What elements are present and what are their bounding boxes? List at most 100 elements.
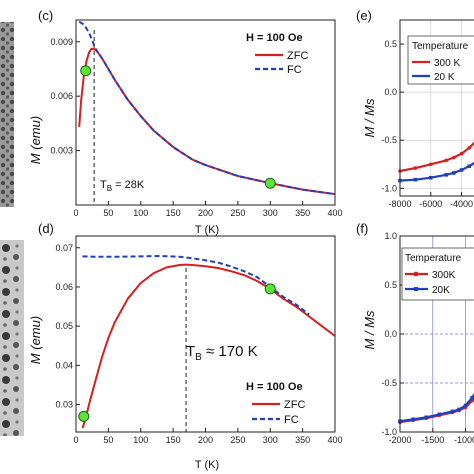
y-tick-label: 0.0	[384, 87, 397, 97]
y-tick-label: -0.5	[381, 378, 397, 388]
highlight-marker	[264, 283, 276, 295]
x-tick-label: 400	[327, 435, 342, 445]
data-point	[463, 403, 468, 408]
panel-d-annotation: H = 100 Oe	[246, 381, 303, 393]
y-tick-label: 0.009	[50, 37, 73, 47]
y-tick-label: 0.5	[384, 39, 397, 49]
panel-e-label: (e)	[356, 8, 372, 23]
panel-c: (c) M (emu) T (K) TB = 28K 0 50 100 150 200 2…	[28, 8, 343, 236]
data-point	[413, 166, 418, 170]
panel-f-label: (f)	[356, 221, 368, 236]
panel-c-ylabel: M (emu)	[28, 116, 43, 164]
x-tick-label: 150	[166, 208, 181, 218]
panel-e-ylabel: M / Ms	[362, 98, 377, 137]
panel-c-frame	[75, 19, 336, 206]
data-point	[452, 155, 456, 160]
y-tick-label: -0.5	[381, 135, 397, 145]
data-point	[467, 146, 472, 150]
legend-marker-20k-f	[414, 287, 418, 291]
data-point	[411, 417, 415, 422]
x-tick-label: 400	[327, 208, 342, 218]
highlight-marker	[78, 410, 90, 422]
data-point	[444, 173, 448, 177]
legend-label-20k-f: 20K	[432, 285, 450, 296]
y-tick-label: 0.03	[55, 400, 73, 410]
data-point	[459, 168, 464, 172]
panel-f-legend-title: Temperature	[405, 253, 462, 264]
data-point	[470, 395, 474, 400]
y-tick-label: 0.05	[55, 321, 73, 331]
data-point	[424, 415, 429, 420]
legend-label-fc: FC	[287, 64, 302, 76]
x-tick-label: -6000	[419, 199, 442, 209]
data-point	[428, 162, 433, 167]
y-tick-label: 0.5	[384, 280, 397, 290]
data-point	[450, 409, 455, 414]
y-tick-label: -1.0	[381, 427, 397, 437]
x-tick-label: 100	[133, 208, 148, 218]
panel-c-xlabel: T (K)	[195, 224, 219, 236]
y-tick-label: 0.003	[50, 146, 73, 156]
x-tick-label: 300	[263, 208, 278, 218]
panel-d-tb-label: TB ≈ 170 K	[186, 343, 258, 363]
panel-d-label: (d)	[38, 221, 54, 236]
panel-c-legend: ZFC FC	[255, 50, 308, 76]
x-tick-label: -4000	[450, 199, 473, 209]
panel-c-tb-label: TB = 28K	[100, 179, 145, 193]
y-tick-label: 0.06	[55, 282, 73, 292]
series-line-fc	[82, 255, 310, 316]
panel-e: (e) M / Ms -8000 -6000 -4000 -1.0 -0.5 0.0 0.5…	[356, 8, 474, 209]
panel-e-legend: Temperature 300 K 20 K	[407, 35, 474, 85]
x-tick-label: 0	[73, 435, 78, 445]
series-line-300-k	[399, 141, 474, 173]
highlight-marker	[264, 177, 276, 189]
legend-label-300k-f: 300K	[432, 270, 456, 281]
x-tick-label: -1000	[454, 435, 474, 445]
data-point	[467, 164, 472, 168]
data-point	[459, 151, 464, 156]
panel-f: (f) M / Ms -2000 -1500 -1000 -1.0 -0.5 0.0 0.5…	[356, 221, 474, 445]
legend-label-300k: 300 K	[434, 58, 460, 69]
x-tick-label: -1500	[421, 435, 444, 445]
y-tick-label: -1.0	[381, 183, 397, 193]
x-tick-label: 350	[295, 208, 310, 218]
data-point	[457, 407, 461, 412]
data-point	[413, 177, 418, 182]
x-tick-label: 250	[230, 208, 245, 218]
legend-label-fc-d: FC	[284, 414, 299, 426]
series-line-fc	[78, 20, 336, 196]
data-point	[452, 171, 456, 175]
panel-c-annotation: H = 100 Oe	[246, 32, 303, 44]
x-tick-label: 0	[73, 208, 78, 218]
y-tick-label: 0.07	[55, 243, 73, 253]
x-tick-label: 250	[230, 435, 245, 445]
panel-e-frame	[399, 19, 474, 197]
x-tick-label: 150	[166, 435, 181, 445]
panel-d-legend: ZFC FC	[252, 399, 305, 426]
x-tick-label: 200	[198, 435, 213, 445]
panel-c-label: (c)	[38, 8, 53, 23]
data-point	[437, 412, 442, 417]
panel-f-legend: Temperature 300K 20K	[401, 247, 474, 301]
x-tick-label: -2000	[388, 435, 411, 445]
x-tick-label: 350	[295, 435, 310, 445]
x-tick-label: 50	[103, 208, 113, 218]
y-tick-label: 0.04	[55, 360, 73, 370]
x-tick-label: -8000	[388, 199, 411, 209]
panel-e-legend-title: Temperature	[412, 41, 469, 52]
highlight-marker	[80, 65, 92, 77]
y-tick-label: 0.0	[384, 329, 397, 339]
x-tick-label: 50	[103, 435, 113, 445]
x-tick-label: 200	[198, 208, 213, 218]
legend-label-zfc-d: ZFC	[284, 399, 305, 411]
legend-label-20k: 20 K	[434, 72, 455, 83]
y-tick-label: 1.0	[384, 231, 397, 241]
x-tick-label: 300	[263, 435, 278, 445]
series-line-zfc	[81, 263, 336, 429]
data-point	[428, 175, 433, 180]
legend-marker-300k-f	[413, 271, 419, 277]
tem-image-bottom	[0, 240, 24, 436]
data-point	[444, 158, 448, 163]
panel-d-ylabel: M (emu)	[28, 316, 43, 364]
